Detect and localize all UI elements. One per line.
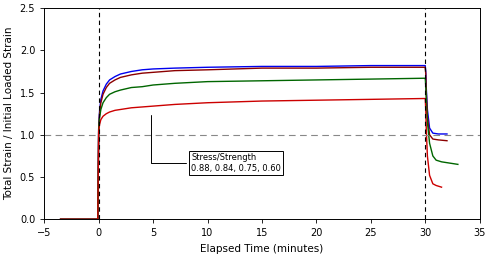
X-axis label: Elapsed Time (minutes): Elapsed Time (minutes) xyxy=(200,244,323,254)
Text: Stress/Strength
0.88, 0.84, 0.75, 0.60: Stress/Strength 0.88, 0.84, 0.75, 0.60 xyxy=(151,115,281,173)
Y-axis label: Total Strain / Initial Loaded Strain: Total Strain / Initial Loaded Strain xyxy=(4,27,14,200)
